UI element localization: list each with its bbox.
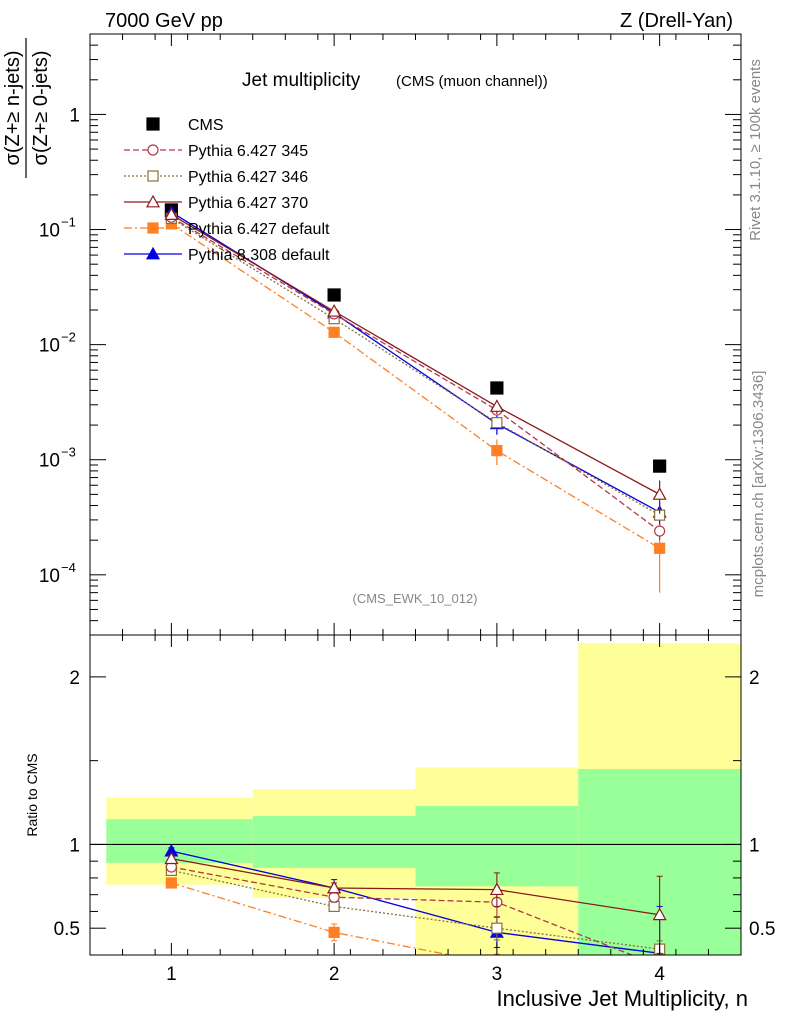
data-point (654, 525, 666, 537)
y-tick-label-exp: −1 (61, 215, 76, 230)
ratio-point (327, 880, 342, 894)
legend-marker (145, 194, 161, 208)
ratio-point (328, 891, 340, 903)
y-tick-label-base: 10 (39, 566, 60, 587)
ratio-point (328, 926, 340, 938)
y-label-denominator: σ(Z+≥ 0-jets) (30, 51, 52, 166)
data-point (164, 207, 179, 220)
legend-label: CMS (188, 117, 224, 134)
legend-label: Pythia 6.427 345 (188, 143, 308, 160)
legend-label: Pythia 6.427 346 (188, 169, 308, 186)
watermark-label: (CMS_EWK_10_012) (353, 591, 478, 606)
rivet-label: Rivet 3.1.10, ≥ 100k events (747, 59, 764, 241)
data-point (328, 326, 340, 338)
ratio-point (489, 882, 504, 896)
ratio-panel: 1 2 3 4 0.5 0.5 1 1 2 2 Ratio to CMS Inclusive Je… (24, 634, 775, 1011)
legend-marker (147, 144, 159, 156)
legend-label: Pythia 6.427 370 (188, 195, 308, 212)
main-panel: 110−110−210−310−4 Jet multiplicity (CMS … (2, 33, 742, 636)
y-tick-label-base: 10 (39, 336, 60, 357)
series-line (171, 213, 660, 495)
x-tick-label: 1 (166, 964, 177, 985)
legend: CMS Pythia 6.427 345 Pythia 6.427 346 Pythi… (124, 117, 330, 264)
y-tick-label: 10 −1 (39, 215, 76, 242)
header-energy-label: 7000 GeV pp (105, 10, 223, 32)
ratio-y-tick-label: 1 (69, 835, 80, 856)
legend-entry: Pythia 6.427 370 (124, 194, 308, 212)
x-tick-label: 4 (654, 964, 665, 985)
uncertainty-band-inner (252, 815, 416, 868)
series-pythia-6-427-default (165, 218, 666, 593)
chart-subtitle: (CMS (muon channel)) (396, 73, 548, 90)
legend-marker (145, 246, 161, 260)
x-axis-label: Inclusive Jet Multiplicity, n (497, 986, 748, 1011)
ratio-line (171, 850, 660, 954)
ratio-y-tick-label: 0.5 (54, 919, 80, 940)
y-tick-label: 1 (69, 105, 80, 126)
ratio-series-pythia-6-427-default (165, 877, 500, 955)
y-tick-label: 10 −3 (39, 445, 76, 472)
ratio-point (164, 851, 179, 865)
ratio-point (165, 877, 177, 889)
mcplots-label: mcplots.cern.ch [arXiv:1306.3436] (750, 371, 767, 598)
y-tick-label: 10 −4 (39, 560, 76, 587)
y-label-numerator: σ(Z+≥ n-jets) (2, 51, 24, 166)
x-tick-label: 3 (492, 964, 503, 985)
data-point (327, 304, 342, 317)
ratio-point (652, 907, 667, 921)
uncertainty-band-inner (106, 819, 253, 863)
legend-entry: Pythia 6.427 346 (124, 169, 308, 186)
y-tick-label-exp: −4 (61, 560, 76, 575)
ratio-y-tick-label-right: 0.5 (749, 919, 775, 940)
data-point (491, 445, 503, 457)
main-y-label: σ(Z+≥ n-jets) σ(Z+≥ 0-jets) (2, 38, 52, 178)
ratio-line (171, 866, 634, 955)
series-line (171, 217, 660, 516)
legend-marker (147, 170, 159, 182)
y-tick-label-base: 10 (39, 451, 60, 472)
ratio-point (491, 922, 503, 934)
legend-marker (147, 222, 159, 234)
legend-entry: Pythia 8.308 default (124, 246, 330, 264)
y-tick-label: 10 −2 (39, 330, 76, 357)
y-tick-label-exp: −2 (61, 330, 76, 345)
data-point (653, 459, 667, 473)
series-line (171, 223, 660, 549)
ratio-y-tick-label: 2 (69, 668, 80, 689)
ratio-point (328, 900, 340, 913)
x-tick-label: 2 (329, 964, 340, 985)
ratio-y-label: Ratio to CMS (24, 753, 40, 836)
header-process-label: Z (Drell-Yan) (620, 10, 733, 32)
legend-entry: Pythia 6.427 default (124, 221, 330, 238)
series-pythia-6-427-370 (164, 207, 667, 514)
data-point (489, 399, 504, 412)
ratio-line (171, 869, 660, 950)
y-tick-label-base: 10 (39, 221, 60, 242)
series-line (171, 216, 661, 532)
legend-entry: CMS (146, 117, 224, 134)
legend-marker (146, 117, 160, 131)
ratio-y-tick-label-right: 2 (749, 668, 760, 689)
data-point (490, 381, 504, 395)
chart-title: Jet multiplicity (242, 70, 361, 91)
y-tick-label-exp: −3 (61, 445, 76, 460)
legend-entry: Pythia 6.427 345 (124, 143, 308, 160)
legend-label: Pythia 6.427 default (188, 221, 330, 238)
data-point (654, 542, 666, 554)
ratio-line (171, 882, 454, 955)
ratio-y-tick-label-right: 1 (749, 835, 760, 856)
y-tick-label-text: 1 (69, 105, 80, 126)
series-cms (164, 203, 667, 473)
data-point (327, 288, 341, 302)
data-point (491, 417, 503, 429)
legend-label: Pythia 8.308 default (188, 247, 330, 264)
ratio-line (171, 858, 660, 916)
data-point (652, 487, 667, 500)
ratio-series-pythia-6-427-370 (164, 851, 667, 954)
